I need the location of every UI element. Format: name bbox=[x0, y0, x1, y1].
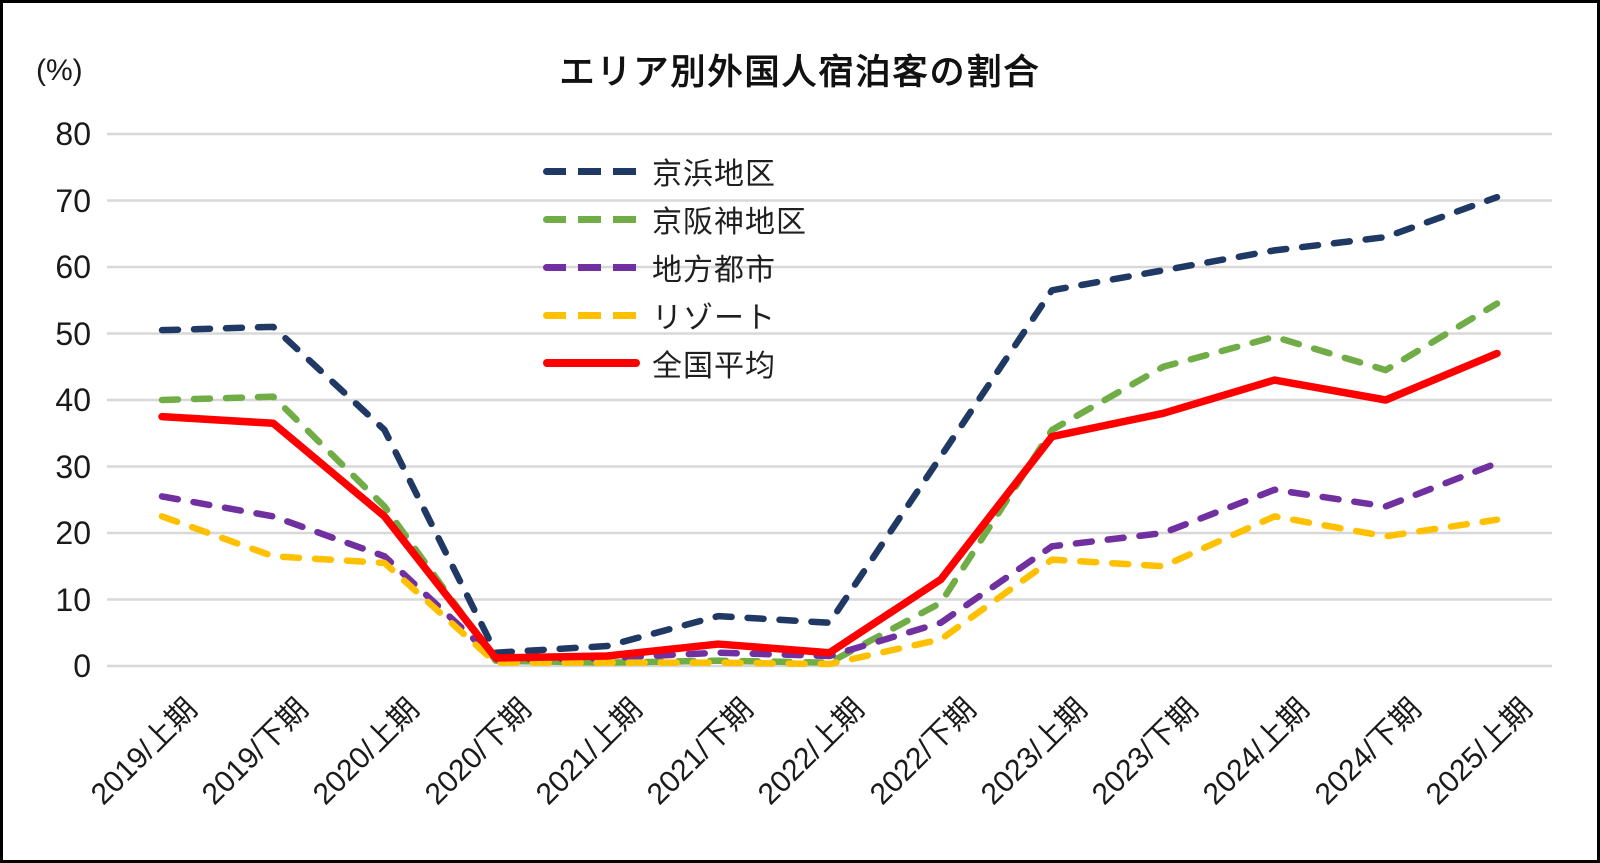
y-tick-label: 10 bbox=[55, 581, 91, 618]
y-tick-label: 50 bbox=[55, 315, 91, 352]
y-tick-label: 20 bbox=[55, 515, 91, 551]
y-tick-label: 70 bbox=[55, 182, 91, 219]
legend-swatch-solid bbox=[543, 359, 640, 367]
legend-swatch-dashed bbox=[543, 263, 640, 271]
legend-item: 京浜地区 bbox=[543, 147, 807, 195]
legend-label: 京浜地区 bbox=[652, 158, 776, 191]
legend-item: 京阪神地区 bbox=[543, 195, 807, 243]
series-line-4 bbox=[158, 349, 1501, 662]
y-axis-unit-label: (%) bbox=[36, 54, 83, 87]
legend-label: リゾート bbox=[652, 302, 776, 335]
y-tick-label: 0 bbox=[73, 648, 91, 684]
series-line-1 bbox=[158, 300, 1501, 666]
series-line-3 bbox=[158, 513, 1501, 668]
legend-label: 全国平均 bbox=[652, 350, 776, 383]
legend-swatch-dashed bbox=[543, 311, 640, 319]
legend-label: 地方都市 bbox=[652, 254, 776, 287]
y-tick-label: 80 bbox=[55, 116, 91, 152]
legend-item: 地方都市 bbox=[543, 243, 807, 291]
y-tick-label: 60 bbox=[55, 249, 91, 285]
y-tick-label: 40 bbox=[55, 382, 91, 418]
legend-item: リゾート bbox=[543, 291, 807, 339]
legend-swatch-dashed bbox=[543, 167, 640, 175]
y-tick-label: 30 bbox=[55, 448, 91, 485]
legend-swatch-dashed bbox=[543, 215, 640, 223]
legend-item: 全国平均 bbox=[543, 339, 807, 387]
legend-label: 京阪神地区 bbox=[652, 206, 807, 239]
chart-title: エリア別外国人宿泊客の割合 bbox=[559, 53, 1041, 92]
legend: 京浜地区京阪神地区地方都市リゾート全国平均 bbox=[543, 147, 807, 387]
series-line-0 bbox=[158, 193, 1501, 656]
